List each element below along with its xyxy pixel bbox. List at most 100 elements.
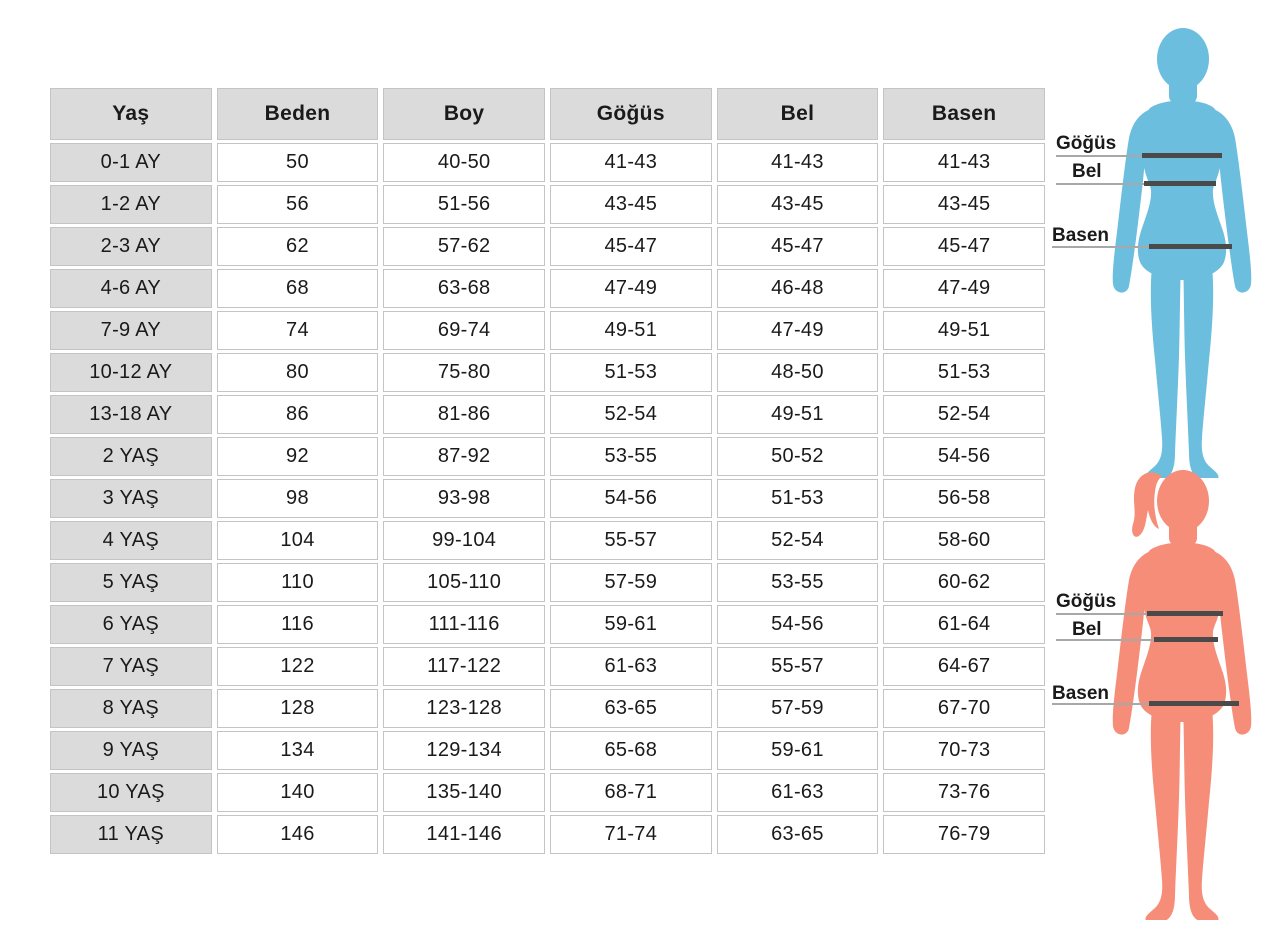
boy-left-leg bbox=[1145, 260, 1181, 478]
value-cell: 50-52 bbox=[716, 437, 879, 476]
value-cell: 146 bbox=[216, 815, 379, 854]
girl-silhouette bbox=[1112, 470, 1252, 920]
boy-hip-leader-line bbox=[1052, 246, 1150, 248]
value-cell: 92 bbox=[216, 437, 379, 476]
value-cell: 129-134 bbox=[383, 731, 545, 770]
value-cell: 50 bbox=[216, 143, 379, 182]
girl-chest-label: Göğüs bbox=[1056, 591, 1117, 612]
value-cell: 57-59 bbox=[549, 563, 712, 602]
value-cell: 58-60 bbox=[883, 521, 1045, 560]
age-cell: 3 YAŞ bbox=[50, 479, 212, 518]
value-cell: 45-47 bbox=[883, 227, 1045, 266]
age-cell: 0-1 AY bbox=[50, 143, 212, 182]
girl-left-leg bbox=[1145, 702, 1181, 920]
value-cell: 49-51 bbox=[883, 311, 1045, 350]
age-cell: 2-3 AY bbox=[50, 227, 212, 266]
value-cell: 41-43 bbox=[883, 143, 1045, 182]
value-cell: 63-65 bbox=[549, 689, 712, 728]
table-row: 11 YAŞ 146 141-146 71-74 63-65 76-79 bbox=[50, 815, 1045, 854]
girl-head bbox=[1157, 470, 1209, 532]
girl-torso bbox=[1137, 542, 1227, 722]
value-cell: 51-53 bbox=[549, 353, 712, 392]
value-cell: 74 bbox=[216, 311, 379, 350]
boy-waist-measure-bar bbox=[1144, 181, 1216, 186]
value-cell: 116 bbox=[216, 605, 379, 644]
value-cell: 67-70 bbox=[883, 689, 1045, 728]
value-cell: 49-51 bbox=[549, 311, 712, 350]
table-row: 2 YAŞ 92 87-92 53-55 50-52 54-56 bbox=[50, 437, 1045, 476]
size-table: Yaş Beden Boy Göğüs Bel Basen 0-1 AY 50 40… bbox=[45, 85, 1050, 857]
value-cell: 62 bbox=[216, 227, 379, 266]
boy-right-leg bbox=[1183, 260, 1219, 478]
value-cell: 43-45 bbox=[549, 185, 712, 224]
value-cell: 75-80 bbox=[383, 353, 545, 392]
table-row: 8 YAŞ 128 123-128 63-65 57-59 67-70 bbox=[50, 689, 1045, 728]
value-cell: 86 bbox=[216, 395, 379, 434]
value-cell: 55-57 bbox=[549, 521, 712, 560]
age-cell: 7 YAŞ bbox=[50, 647, 212, 686]
table-row: 7-9 AY 74 69-74 49-51 47-49 49-51 bbox=[50, 311, 1045, 350]
value-cell: 43-45 bbox=[716, 185, 879, 224]
value-cell: 52-54 bbox=[549, 395, 712, 434]
table-row: 6 YAŞ 116 111-116 59-61 54-56 61-64 bbox=[50, 605, 1045, 644]
value-cell: 56-58 bbox=[883, 479, 1045, 518]
table-row: 5 YAŞ 110 105-110 57-59 53-55 60-62 bbox=[50, 563, 1045, 602]
value-cell: 54-56 bbox=[716, 605, 879, 644]
value-cell: 41-43 bbox=[716, 143, 879, 182]
value-cell: 80 bbox=[216, 353, 379, 392]
value-cell: 68-71 bbox=[549, 773, 712, 812]
value-cell: 60-62 bbox=[883, 563, 1045, 602]
value-cell: 43-45 bbox=[883, 185, 1045, 224]
boy-figure bbox=[1112, 28, 1252, 478]
value-cell: 63-65 bbox=[716, 815, 879, 854]
boy-chest-leader-line bbox=[1056, 155, 1146, 157]
value-cell: 117-122 bbox=[383, 647, 545, 686]
value-cell: 63-68 bbox=[383, 269, 545, 308]
value-cell: 61-63 bbox=[549, 647, 712, 686]
table-row: 2-3 AY 62 57-62 45-47 45-47 45-47 bbox=[50, 227, 1045, 266]
column-header-boy: Boy bbox=[383, 88, 545, 140]
value-cell: 52-54 bbox=[883, 395, 1045, 434]
table-row: 13-18 AY 86 81-86 52-54 49-51 52-54 bbox=[50, 395, 1045, 434]
value-cell: 110 bbox=[216, 563, 379, 602]
value-cell: 59-61 bbox=[549, 605, 712, 644]
table-row: 9 YAŞ 134 129-134 65-68 59-61 70-73 bbox=[50, 731, 1045, 770]
value-cell: 61-64 bbox=[883, 605, 1045, 644]
value-cell: 135-140 bbox=[383, 773, 545, 812]
table-row: 10-12 AY 80 75-80 51-53 48-50 51-53 bbox=[50, 353, 1045, 392]
boy-neck bbox=[1169, 72, 1197, 104]
value-cell: 49-51 bbox=[716, 395, 879, 434]
value-cell: 47-49 bbox=[549, 269, 712, 308]
value-cell: 70-73 bbox=[883, 731, 1045, 770]
value-cell: 40-50 bbox=[383, 143, 545, 182]
girl-hip-label: Basen bbox=[1052, 683, 1110, 704]
value-cell: 98 bbox=[216, 479, 379, 518]
boy-torso bbox=[1137, 100, 1227, 280]
boy-hip-label: Basen bbox=[1052, 225, 1110, 246]
boy-waist-label: Bel bbox=[1072, 161, 1102, 182]
girl-chest-leader-line bbox=[1056, 613, 1148, 615]
table-row: 10 YAŞ 140 135-140 68-71 61-63 73-76 bbox=[50, 773, 1045, 812]
value-cell: 76-79 bbox=[883, 815, 1045, 854]
value-cell: 87-92 bbox=[383, 437, 545, 476]
girl-chest-measure-bar bbox=[1147, 611, 1223, 616]
column-header-basen: Basen bbox=[883, 88, 1045, 140]
value-cell: 104 bbox=[216, 521, 379, 560]
value-cell: 65-68 bbox=[549, 731, 712, 770]
girl-ponytail bbox=[1132, 472, 1162, 537]
boy-chest-label: Göğüs bbox=[1056, 133, 1117, 154]
boy-silhouette bbox=[1112, 28, 1252, 478]
age-cell: 8 YAŞ bbox=[50, 689, 212, 728]
girl-right-leg bbox=[1183, 702, 1219, 920]
value-cell: 64-67 bbox=[883, 647, 1045, 686]
value-cell: 57-62 bbox=[383, 227, 545, 266]
age-cell: 5 YAŞ bbox=[50, 563, 212, 602]
age-cell: 7-9 AY bbox=[50, 311, 212, 350]
value-cell: 54-56 bbox=[549, 479, 712, 518]
value-cell: 128 bbox=[216, 689, 379, 728]
value-cell: 51-53 bbox=[883, 353, 1045, 392]
age-cell: 4 YAŞ bbox=[50, 521, 212, 560]
age-cell: 13-18 AY bbox=[50, 395, 212, 434]
value-cell: 99-104 bbox=[383, 521, 545, 560]
age-cell: 10-12 AY bbox=[50, 353, 212, 392]
